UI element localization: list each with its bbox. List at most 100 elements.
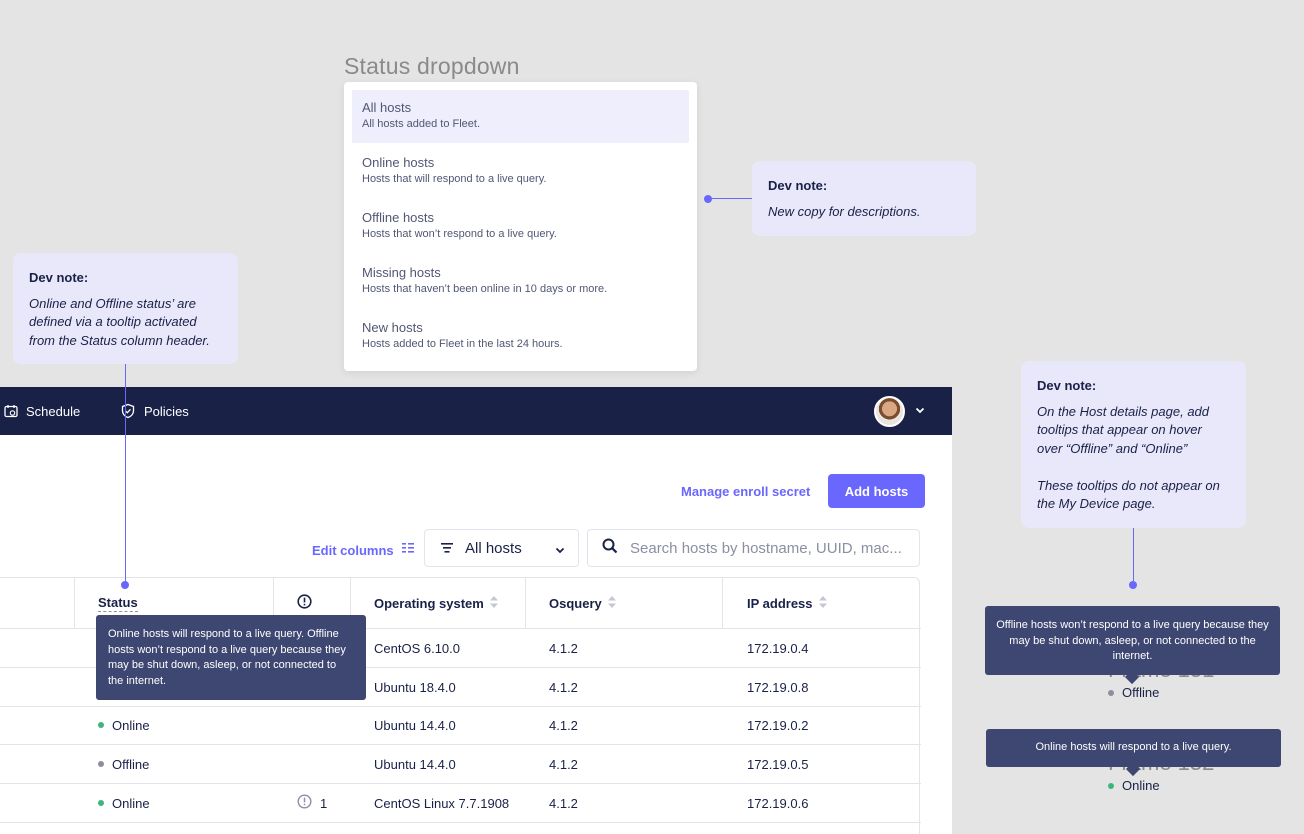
manage-enroll-secret-button[interactable]: Manage enroll secret: [681, 484, 811, 499]
dropdown-option-new-hosts[interactable]: New hosts Hosts added to Fleet in the la…: [352, 310, 689, 363]
note-body: Online and Offline status’ are defined v…: [29, 295, 210, 348]
header-label: Osquery: [549, 595, 602, 611]
cell-ip: 172.19.0.6: [747, 795, 809, 811]
online-dot-icon: [98, 722, 104, 728]
sort-icon: [607, 595, 616, 611]
offline-status[interactable]: Offline: [1108, 685, 1159, 700]
note-body: New copy for descriptions.: [768, 203, 921, 219]
status-dropdown: All hosts All hosts added to Fleet. Onli…: [344, 82, 697, 371]
filter-icon: [441, 540, 453, 557]
cell-status: Online: [98, 784, 150, 822]
dropdown-option-offline-hosts[interactable]: Offline hosts Hosts that won’t respond t…: [352, 200, 689, 253]
avatar[interactable]: [874, 396, 905, 427]
note-title: Dev note:: [768, 178, 828, 193]
option-description: All hosts added to Fleet.: [362, 118, 481, 130]
columns-icon: [401, 541, 414, 559]
chevron-down-icon: [554, 543, 566, 560]
option-title: Missing hosts: [362, 265, 441, 280]
connector-line: [125, 364, 126, 582]
cell-os: CentOS Linux 7.7.1908: [374, 795, 510, 811]
header-label: Status: [98, 594, 138, 612]
option-title: New hosts: [362, 320, 423, 335]
top-nav: Schedule Policies: [0, 387, 952, 435]
issues-count: 1: [320, 795, 328, 811]
connector-line: [708, 198, 752, 199]
note-title: Dev note:: [29, 270, 89, 285]
cell-ip: 172.19.0.4: [747, 640, 809, 656]
option-title: All hosts: [362, 100, 412, 115]
nav-label: Policies: [144, 403, 189, 419]
status-filter-select[interactable]: All hosts: [424, 529, 579, 567]
edit-columns-button[interactable]: Edit columns: [312, 541, 414, 559]
column-header-osquery[interactable]: Osquery: [549, 578, 616, 628]
cell-ip: 172.19.0.2: [747, 717, 809, 733]
cell-status: Offline: [98, 745, 149, 783]
sort-icon: [818, 595, 827, 611]
option-description: Hosts added to Fleet in the last 24 hour…: [362, 338, 563, 350]
status-label: Online: [1122, 778, 1160, 793]
online-dot-icon: [98, 800, 104, 806]
nav-label: Schedule: [26, 403, 81, 419]
cell-osquery: 4.1.2: [549, 640, 578, 656]
note-title: Dev note:: [1037, 378, 1097, 393]
dropdown-option-missing-hosts[interactable]: Missing hosts Hosts that haven’t been on…: [352, 255, 689, 308]
dropdown-option-online-hosts[interactable]: Online hosts Hosts that will respond to …: [352, 145, 689, 198]
connector-dot: [704, 195, 712, 203]
connector-dot: [121, 581, 129, 589]
add-hosts-button[interactable]: Add hosts: [828, 474, 925, 508]
offline-dot-icon: [1108, 689, 1114, 696]
hosts-table: Status Operating system Osquery IP addre…: [0, 577, 921, 834]
online-tooltip: Online hosts will respond to a live quer…: [986, 729, 1281, 767]
note-body: On the Host details page, add tooltips t…: [1037, 403, 1220, 512]
cell-os: Ubuntu 14.4.0: [374, 756, 456, 772]
option-title: Offline hosts: [362, 210, 435, 225]
online-status[interactable]: Online: [1108, 778, 1160, 793]
issues-icon: [297, 594, 312, 612]
cell-os: Ubuntu 18.4.0: [374, 679, 456, 695]
cell-osquery: 4.1.2: [549, 717, 578, 733]
dev-note-host-details: Dev note: On the Host details page, add …: [1021, 361, 1246, 528]
nav-item-schedule[interactable]: Schedule: [4, 387, 80, 435]
connector-dot: [1129, 581, 1137, 589]
offline-tooltip: Offline hosts won’t respond to a live qu…: [985, 606, 1280, 675]
online-dot-icon: [1108, 782, 1114, 789]
cell-os: Ubuntu 14.4.0: [374, 717, 456, 733]
shield-check-icon: [120, 403, 136, 419]
issues-icon: [297, 794, 312, 812]
cell-osquery: 4.1.2: [549, 795, 578, 811]
status-filter-value: All hosts: [465, 539, 522, 557]
option-title: Online hosts: [362, 155, 435, 170]
calendar-icon: [4, 404, 18, 418]
column-header-ip-address[interactable]: IP address: [747, 578, 827, 628]
connector-line: [1133, 528, 1134, 581]
hosts-page: Schedule Policies Manage enroll secret A…: [0, 387, 952, 834]
dev-note-copy: Dev note: New copy for descriptions.: [752, 161, 976, 236]
header-label: IP address: [747, 595, 813, 611]
dropdown-option-all-hosts[interactable]: All hosts All hosts added to Fleet.: [352, 90, 689, 143]
cell-ip: 172.19.0.8: [747, 679, 809, 695]
column-header-operating-system[interactable]: Operating system: [374, 578, 498, 628]
option-description: Hosts that haven’t been online in 10 day…: [362, 283, 608, 295]
option-description: Hosts that won’t respond to a live query…: [362, 228, 557, 240]
cell-osquery: 4.1.2: [549, 679, 578, 695]
status-label: Online: [112, 795, 150, 811]
status-header-tooltip: Online hosts will respond to a live quer…: [96, 615, 366, 700]
cell-osquery: 4.1.2: [549, 756, 578, 772]
cell-os: CentOS 6.10.0: [374, 640, 460, 656]
status-label: Offline: [112, 756, 150, 772]
edit-columns-label: Edit columns: [312, 542, 394, 558]
search-icon: [602, 538, 618, 558]
column-header-status[interactable]: Status: [98, 578, 138, 628]
search-placeholder: Search hosts by hostname, UUID, mac...: [630, 539, 902, 557]
chevron-down-icon[interactable]: [914, 403, 926, 421]
cell-issues[interactable]: 1: [297, 784, 327, 822]
option-description: Hosts that will respond to a live query.: [362, 173, 547, 185]
status-dropdown-heading: Status dropdown: [344, 53, 520, 79]
status-label: Offline: [1122, 685, 1160, 700]
nav-item-policies[interactable]: Policies: [120, 387, 189, 435]
cell-ip: 172.19.0.5: [747, 756, 809, 772]
search-input[interactable]: Search hosts by hostname, UUID, mac...: [587, 529, 920, 567]
sort-icon: [489, 595, 498, 611]
column-header-issues[interactable]: [297, 578, 312, 628]
cell-status: Online: [98, 706, 150, 744]
